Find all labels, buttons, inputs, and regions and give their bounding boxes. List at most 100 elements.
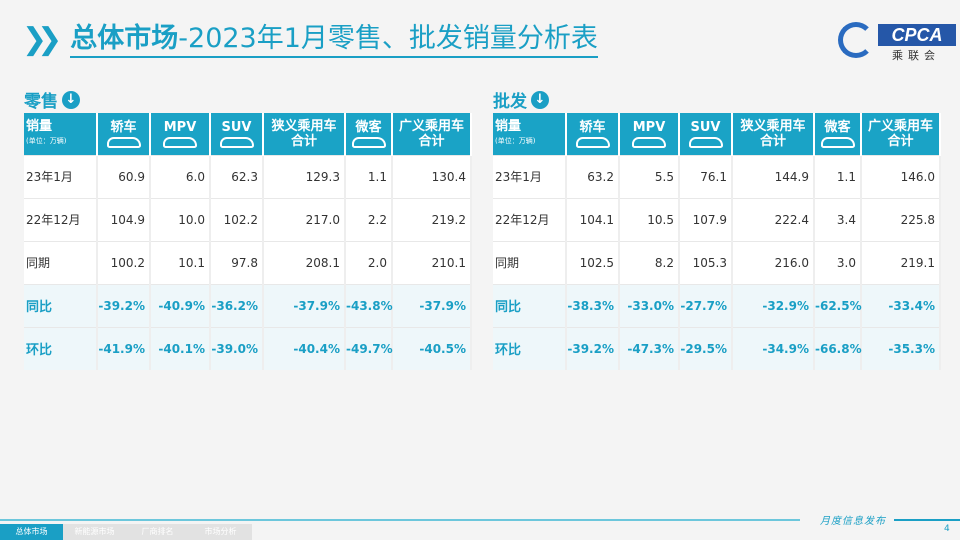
row-label: 环比 bbox=[24, 326, 98, 370]
table-row: 同比 -39.2% -40.9% -36.2% -37.9% -43.8% -37.9% bbox=[24, 283, 472, 327]
cell-value: -41.9% bbox=[97, 326, 151, 370]
tab-overall-market[interactable]: 总体市场 bbox=[0, 524, 63, 540]
monthly-release-label: 月度信息发布 bbox=[820, 516, 886, 527]
title-bold: 总体市场 bbox=[70, 23, 179, 54]
table-row: 同期 102.5 8.2 105.3 216.0 3.0 219.1 bbox=[493, 240, 941, 284]
cell-value: 102.2 bbox=[210, 197, 264, 241]
tab-maker-ranking[interactable]: 厂商排名 bbox=[126, 524, 189, 540]
table-row: 23年1月 60.9 6.0 62.3 129.3 1.1 130.4 bbox=[24, 154, 472, 198]
table-row: 22年12月 104.9 10.0 102.2 217.0 2.2 219.2 bbox=[24, 197, 472, 241]
row-label: 23年1月 bbox=[24, 154, 98, 198]
cell-value: 107.9 bbox=[679, 197, 733, 241]
car-icon bbox=[820, 136, 855, 148]
car-icon bbox=[106, 136, 141, 148]
column-header: SUV bbox=[679, 113, 733, 155]
car-icon bbox=[351, 136, 386, 148]
car-icon bbox=[632, 136, 666, 148]
table-row: 同期 100.2 10.1 97.8 208.1 2.0 210.1 bbox=[24, 240, 472, 284]
retail-label: 零售 ↓ bbox=[24, 87, 80, 112]
cell-value: -33.4% bbox=[861, 283, 941, 327]
title-row: ❯❯ 总体市场-2023年1月零售、批发销量分析表 bbox=[22, 22, 598, 58]
retail-label-text: 零售 bbox=[24, 92, 58, 112]
unit-label: (单位：万辆) bbox=[495, 136, 536, 145]
cell-value: 102.5 bbox=[566, 240, 620, 284]
arrow-down-circle-icon: ↓ bbox=[531, 90, 549, 109]
column-header: 狭义乘用车合计 bbox=[263, 113, 346, 155]
table-row: 环比 -39.2% -47.3% -29.5% -34.9% -66.8% -35.3% bbox=[493, 326, 941, 370]
cell-value: -37.9% bbox=[263, 283, 346, 327]
cell-value: 100.2 bbox=[97, 240, 151, 284]
cell-value: -40.9% bbox=[150, 283, 211, 327]
car-icon bbox=[575, 136, 610, 148]
header-row: 销量 (单位：万辆) 轿车 MPV SUV 狭义乘用车合计 微客 广义乘用车合计 bbox=[493, 113, 941, 155]
header-sales: 销量 (单位：万辆) bbox=[493, 113, 567, 155]
footer-divider bbox=[0, 519, 800, 521]
wholesale-table: 销量 (单位：万辆) 轿车 MPV SUV 狭义乘用车合计 微客 广义乘用车合计 23年1月 63… bbox=[493, 113, 941, 370]
cell-value: 10.5 bbox=[619, 197, 680, 241]
car-icon bbox=[688, 136, 723, 148]
row-label: 同比 bbox=[493, 283, 567, 327]
logo-box: CPCA bbox=[878, 24, 956, 46]
table-row: 同比 -38.3% -33.0% -27.7% -32.9% -62.5% -33.4% bbox=[493, 283, 941, 327]
retail-table: 销量 (单位：万辆) 轿车 MPV SUV 狭义乘用车合计 微客 广义乘用车合计 23年1月 60… bbox=[24, 113, 472, 370]
column-header: 广义乘用车合计 bbox=[861, 113, 941, 155]
cell-value: -39.2% bbox=[566, 326, 620, 370]
page-title: 总体市场-2023年1月零售、批发销量分析表 bbox=[70, 22, 598, 58]
logo-swirl-icon bbox=[838, 22, 874, 58]
footer-tabs: 总体市场 新能源市场 厂商排名 市场分析 bbox=[0, 524, 252, 540]
tab-new-energy-market[interactable]: 新能源市场 bbox=[63, 524, 126, 540]
column-header: 微客 bbox=[814, 113, 862, 155]
cell-value: 1.1 bbox=[814, 154, 862, 198]
cell-value: 2.2 bbox=[345, 197, 393, 241]
cell-value: 210.1 bbox=[392, 240, 472, 284]
tab-market-analysis[interactable]: 市场分析 bbox=[189, 524, 252, 540]
row-label: 同比 bbox=[24, 283, 98, 327]
double-chevron-icon: ❯❯ bbox=[22, 22, 62, 57]
car-icon bbox=[219, 136, 254, 148]
cell-value: 129.3 bbox=[263, 154, 346, 198]
page-number: 4 bbox=[944, 524, 950, 534]
cell-value: 144.9 bbox=[732, 154, 815, 198]
cell-value: -27.7% bbox=[679, 283, 733, 327]
footer-divider-right bbox=[894, 519, 960, 521]
cell-value: 6.0 bbox=[150, 154, 211, 198]
column-header: 轿车 bbox=[566, 113, 620, 155]
title-rest: -2023年1月零售、批发销量分析表 bbox=[178, 23, 598, 54]
column-header: SUV bbox=[210, 113, 264, 155]
cell-value: 3.0 bbox=[814, 240, 862, 284]
unit-label: (单位：万辆) bbox=[26, 136, 67, 145]
cell-value: 104.9 bbox=[97, 197, 151, 241]
car-icon bbox=[163, 136, 197, 148]
cell-value: 8.2 bbox=[619, 240, 680, 284]
column-header: 广义乘用车合计 bbox=[392, 113, 472, 155]
cell-value: -62.5% bbox=[814, 283, 862, 327]
cell-value: 219.1 bbox=[861, 240, 941, 284]
row-label: 23年1月 bbox=[493, 154, 567, 198]
table-row: 23年1月 63.2 5.5 76.1 144.9 1.1 146.0 bbox=[493, 154, 941, 198]
cell-value: 222.4 bbox=[732, 197, 815, 241]
cell-value: 60.9 bbox=[97, 154, 151, 198]
cell-value: 208.1 bbox=[263, 240, 346, 284]
wholesale-label-text: 批发 bbox=[493, 92, 527, 112]
row-label: 22年12月 bbox=[493, 197, 567, 241]
cell-value: -66.8% bbox=[814, 326, 862, 370]
cell-value: -35.3% bbox=[861, 326, 941, 370]
cell-value: 10.1 bbox=[150, 240, 211, 284]
cell-value: 62.3 bbox=[210, 154, 264, 198]
cell-value: -33.0% bbox=[619, 283, 680, 327]
cell-value: 219.2 bbox=[392, 197, 472, 241]
cell-value: -32.9% bbox=[732, 283, 815, 327]
cell-value: -37.9% bbox=[392, 283, 472, 327]
cell-value: 76.1 bbox=[679, 154, 733, 198]
cell-value: 10.0 bbox=[150, 197, 211, 241]
header-row: 销量 (单位：万辆) 轿车 MPV SUV 狭义乘用车合计 微客 广义乘用车合计 bbox=[24, 113, 472, 155]
cell-value: 63.2 bbox=[566, 154, 620, 198]
cell-value: 2.0 bbox=[345, 240, 393, 284]
row-label: 环比 bbox=[493, 326, 567, 370]
cell-value: 217.0 bbox=[263, 197, 346, 241]
column-header: 微客 bbox=[345, 113, 393, 155]
cell-value: -43.8% bbox=[345, 283, 393, 327]
cell-value: -47.3% bbox=[619, 326, 680, 370]
cell-value: -36.2% bbox=[210, 283, 264, 327]
cell-value: -40.5% bbox=[392, 326, 472, 370]
